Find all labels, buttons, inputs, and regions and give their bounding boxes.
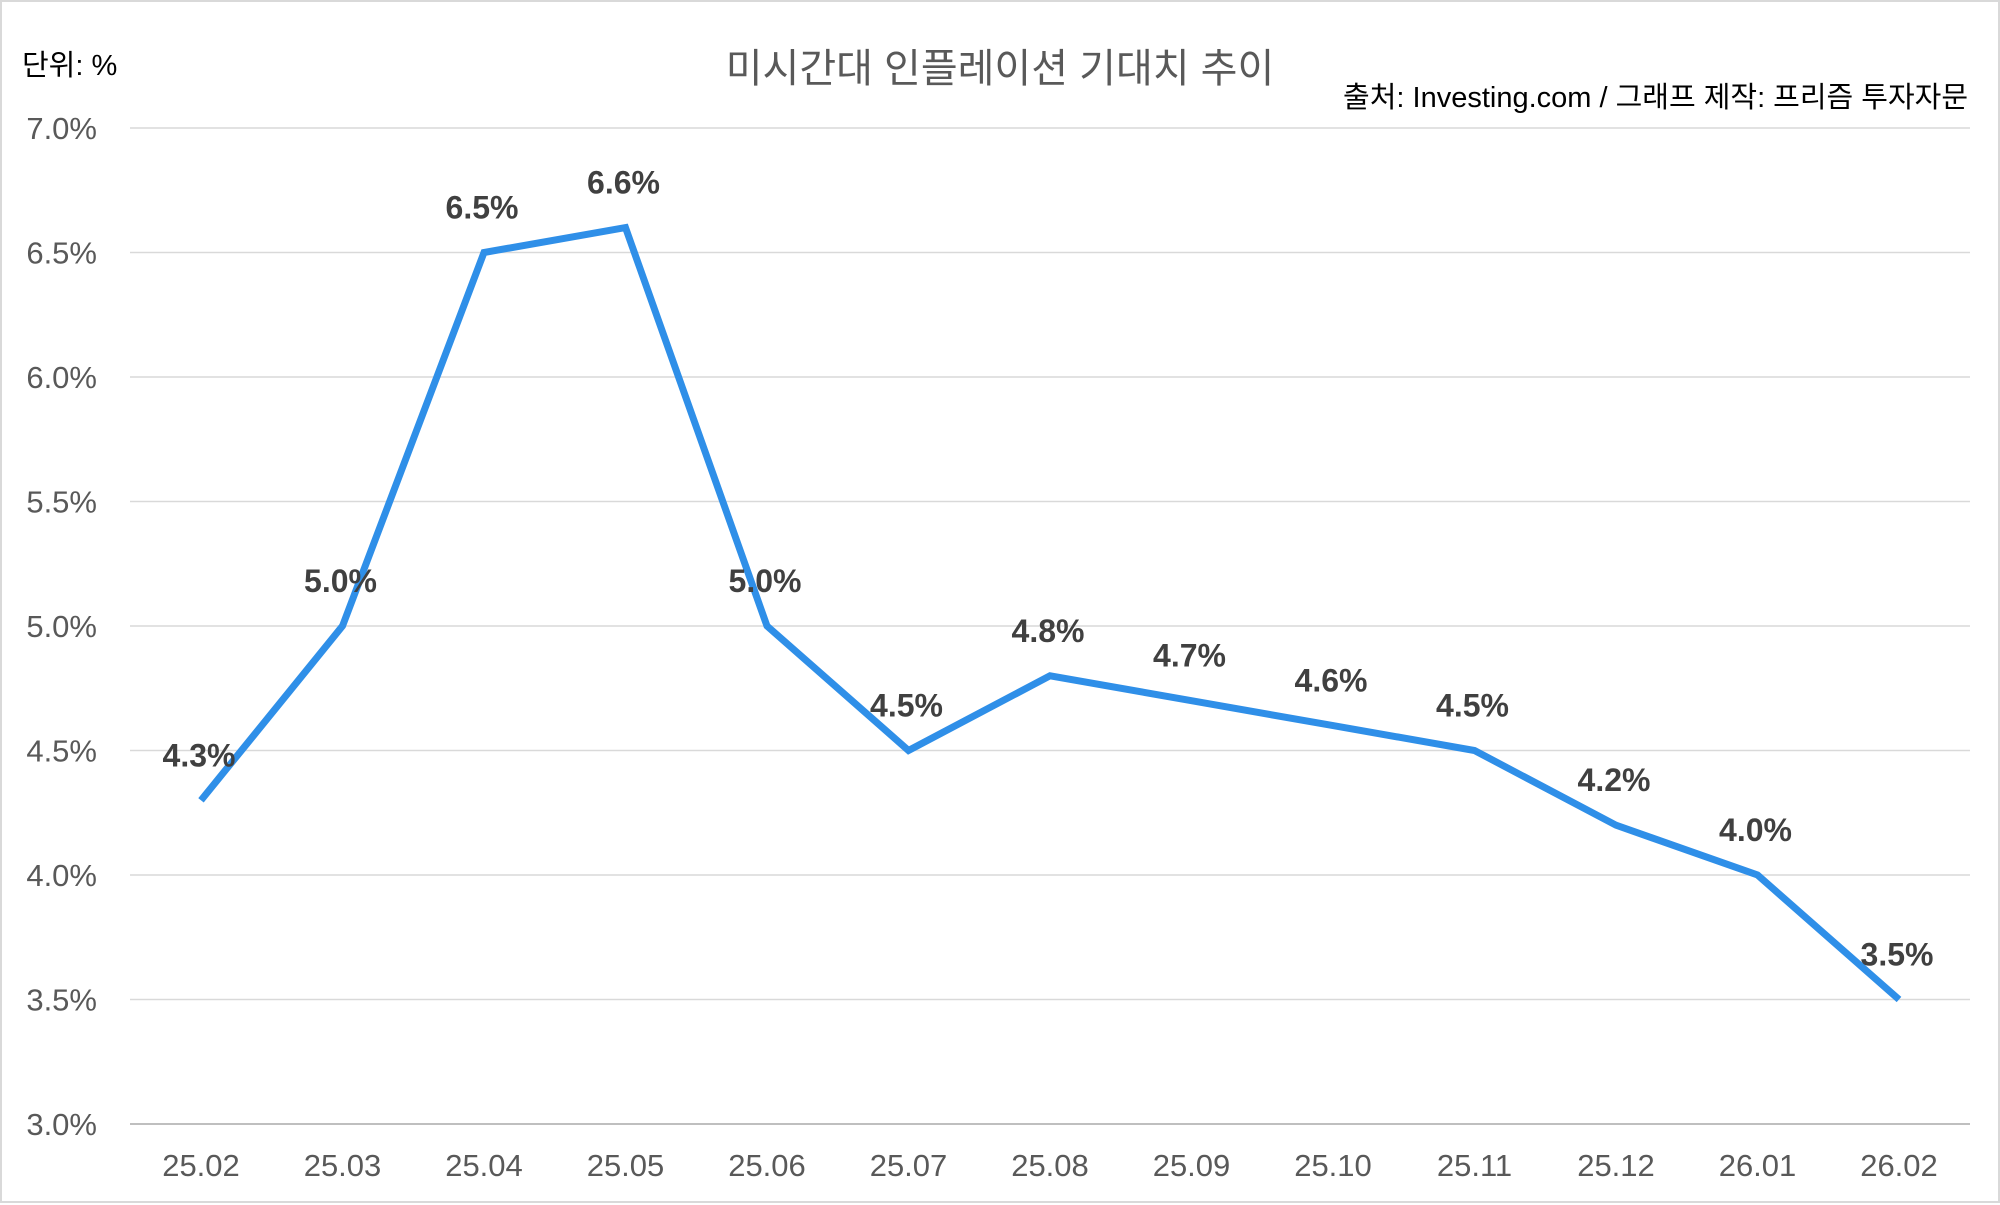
x-tick-label: 25.08: [1011, 1148, 1089, 1183]
data-label-layer: 4.3% 5.0% 6.5% 6.6% 5.0% 4.5% 4.8% 4.7% 4.6% 4.5%…: [163, 165, 1934, 973]
data-label: 6.6%: [587, 165, 660, 201]
data-label: 4.2%: [1578, 762, 1651, 798]
y-tick-label: 3.0%: [26, 1107, 97, 1142]
x-tick-label: 25.10: [1294, 1148, 1372, 1183]
data-label: 4.8%: [1012, 613, 1085, 649]
x-tick-label: 25.09: [1153, 1148, 1231, 1183]
x-tick-label: 25.04: [445, 1148, 523, 1183]
x-tick-label: 25.11: [1437, 1148, 1512, 1183]
x-tick-label: 26.01: [1719, 1148, 1797, 1183]
x-tick-label: 25.02: [162, 1148, 240, 1183]
y-tick-label: 6.5%: [26, 236, 97, 271]
x-tick-label: 25.06: [728, 1148, 806, 1183]
data-label: 4.5%: [1436, 688, 1509, 724]
y-axis-ticks: 3.0% 3.5% 4.0% 4.5% 5.0% 5.5% 6.0% 6.5% 7.0%: [26, 111, 97, 1142]
x-tick-label: 25.05: [587, 1148, 665, 1183]
y-tick-label: 7.0%: [26, 111, 97, 146]
x-axis-ticks: 25.02 25.03 25.04 25.05 25.06 25.07 25.08 25.09…: [162, 1148, 1938, 1183]
data-label: 4.3%: [163, 737, 236, 773]
y-tick-label: 5.5%: [26, 485, 97, 520]
data-label: 6.5%: [446, 190, 519, 226]
x-tick-label: 25.07: [870, 1148, 948, 1183]
data-label: 4.7%: [1153, 638, 1226, 674]
grid-layer: [130, 127, 1970, 1125]
series-line: [198, 223, 1902, 1003]
y-tick-label: 3.5%: [26, 983, 97, 1018]
data-label: 4.0%: [1719, 812, 1792, 848]
chart-title: 미시간대 인플레이션 기대치 추이: [725, 47, 1275, 91]
data-label: 4.5%: [870, 688, 943, 724]
y-tick-label: 6.0%: [26, 360, 97, 395]
y-tick-label: 5.0%: [26, 609, 97, 644]
x-tick-label: 25.12: [1577, 1148, 1655, 1183]
data-label: 4.6%: [1295, 663, 1368, 699]
y-tick-label: 4.5%: [26, 734, 97, 769]
x-tick-label: 26.02: [1860, 1148, 1938, 1183]
series-line-layer: [198, 223, 1902, 1003]
y-tick-label: 4.0%: [26, 858, 97, 893]
data-label: 5.0%: [729, 563, 802, 599]
unit-label: 단위: %: [22, 50, 118, 82]
source-label: 출처: Investing.com / 그래프 제작: 프리즘 투자자문: [1343, 82, 1968, 114]
x-tick-label: 25.03: [304, 1148, 382, 1183]
data-label: 3.5%: [1861, 937, 1934, 973]
data-label: 5.0%: [304, 563, 377, 599]
